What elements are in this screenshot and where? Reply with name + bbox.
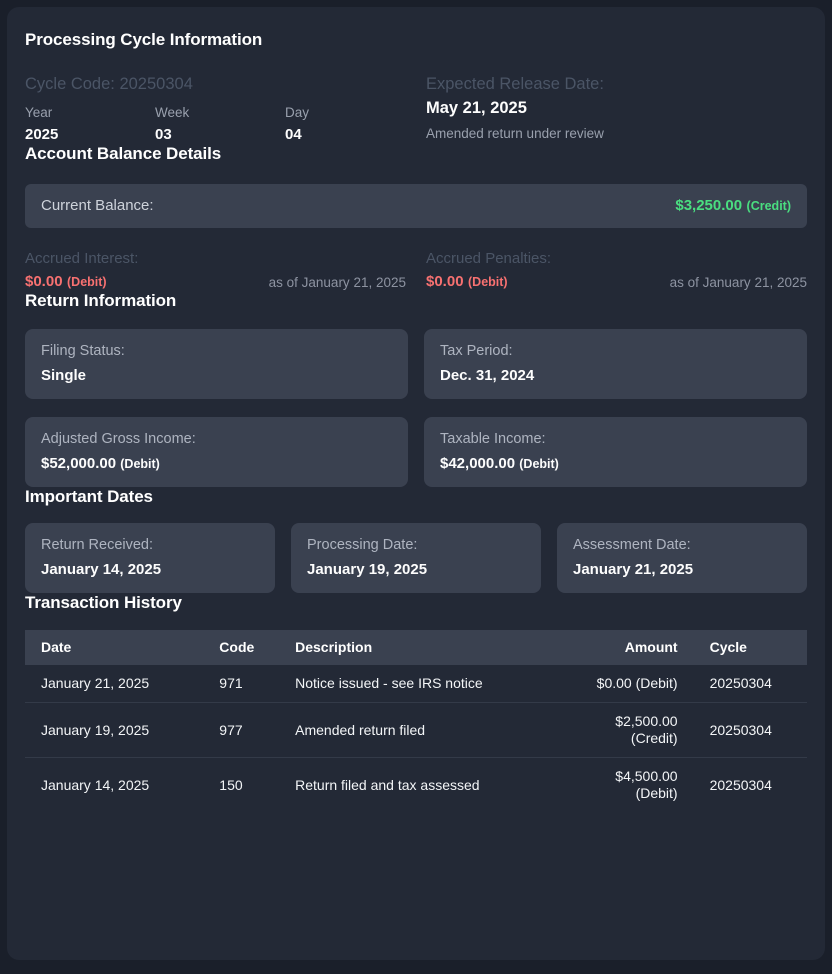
release-date-note: Amended return under review <box>426 126 604 141</box>
agi-card: Adjusted Gross Income: $52,000.00 (Debit… <box>25 417 408 487</box>
agi-value: $52,000.00 (Debit) <box>41 455 160 472</box>
tx-cycle: 20250304 <box>709 675 772 691</box>
transaction-table: Date Code Description Amount Cycle Janua… <box>25 630 807 812</box>
tx-description: Return filed and tax assessed <box>279 757 560 812</box>
accrued-interest-amount: $0.00 (Debit) <box>25 273 107 290</box>
taxable-income-card: Taxable Income: $42,000.00 (Debit) <box>424 417 807 487</box>
cycle-code-block: Cycle Code: 20250304 Year 2025 Week 03 D… <box>25 74 406 144</box>
assessment-date-card: Assessment Date: January 21, 2025 <box>557 523 807 593</box>
credit-suffix: (Credit) <box>746 199 791 213</box>
processing-date-value: January 19, 2025 <box>307 561 428 578</box>
cycle-week: Week 03 <box>155 105 285 144</box>
debit-suffix: (Debit) <box>468 275 508 289</box>
tx-description: Amended return filed <box>279 702 560 758</box>
processing-date-card: Processing Date: January 19, 2025 <box>291 523 541 593</box>
return-received-value: January 14, 2025 <box>41 561 162 578</box>
account-balance-title: Account Balance Details <box>25 144 222 163</box>
tx-description: Notice issued - see IRS notice <box>295 675 483 691</box>
current-balance-label: Current Balance: <box>41 197 154 214</box>
debit-suffix: (Debit) <box>67 275 107 289</box>
col-header-date: Date <box>25 630 204 665</box>
section-processing-cycle: Processing Cycle Information Cycle Code:… <box>25 30 807 144</box>
tx-code: 150 <box>203 757 280 812</box>
assessment-date-value: January 21, 2025 <box>573 561 694 578</box>
taxable-income-value: $42,000.00 (Debit) <box>440 455 559 472</box>
accrued-penalties: Accrued Penalties: $0.00 (Debit) as of J… <box>426 250 807 291</box>
section-return-information: Return Information Filing Status: Single… <box>25 291 807 487</box>
cycle-breakdown: Year 2025 Week 03 Day 04 <box>25 105 406 144</box>
accrued-penalties-as-of: as of January 21, 2025 <box>669 275 807 290</box>
return-information-title: Return Information <box>25 291 177 310</box>
cycle-day: Day 04 <box>285 105 406 144</box>
accrued-interest-as-of: as of January 21, 2025 <box>268 275 406 290</box>
release-date-value: May 21, 2025 <box>426 99 527 117</box>
taxable-income-label: Taxable Income: <box>440 431 546 447</box>
week-label: Week <box>155 105 190 120</box>
agi-label: Adjusted Gross Income: <box>41 431 196 447</box>
tax-period-card: Tax Period: Dec. 31, 2024 <box>424 329 807 399</box>
cycle-code-label: Cycle Code: 20250304 <box>25 75 193 93</box>
accrued-penalties-info: Accrued Penalties: $0.00 (Debit) <box>426 250 551 291</box>
col-header-cycle: Cycle <box>693 630 807 665</box>
assessment-date-label: Assessment Date: <box>573 537 691 553</box>
tx-code: 977 <box>203 702 280 758</box>
return-received-card: Return Received: January 14, 2025 <box>25 523 275 593</box>
table-header-row: Date Code Description Amount Cycle <box>25 630 807 665</box>
filing-status-value: Single <box>41 367 87 384</box>
debit-suffix: (Debit) <box>519 457 559 471</box>
filing-status-label: Filing Status: <box>41 343 125 359</box>
accrued-penalties-label: Accrued Penalties: <box>426 250 552 267</box>
year-value: 2025 <box>25 126 59 143</box>
week-value: 03 <box>155 126 172 143</box>
filing-status-card: Filing Status: Single <box>25 329 408 399</box>
release-date-block: Expected Release Date: May 21, 2025 Amen… <box>426 74 807 144</box>
cycle-year: Year 2025 <box>25 105 155 144</box>
processing-cycle-title: Processing Cycle Information <box>25 30 263 49</box>
tax-period-value: Dec. 31, 2024 <box>440 367 535 384</box>
accrued-interest: Accrued Interest: $0.00 (Debit) as of Ja… <box>25 250 406 291</box>
col-header-description: Description <box>279 630 560 665</box>
accrued-interest-info: Accrued Interest: $0.00 (Debit) <box>25 250 138 291</box>
table-row: January 14, 2025 150 Return filed and ta… <box>25 757 807 812</box>
table-row: January 21, 2025 971 Notice issued - see… <box>25 665 807 703</box>
transaction-history-title: Transaction History <box>25 593 182 612</box>
section-important-dates: Important Dates Return Received: January… <box>25 487 807 593</box>
release-date-label: Expected Release Date: <box>426 75 604 93</box>
day-value: 04 <box>285 126 302 143</box>
debit-suffix: (Debit) <box>120 457 160 471</box>
current-balance-amount: $3,250.00 (Credit) <box>675 197 791 214</box>
tx-date: January 21, 2025 <box>41 675 150 691</box>
col-header-amount: Amount <box>559 630 694 665</box>
year-label: Year <box>25 105 53 120</box>
col-header-code: Code <box>203 630 280 665</box>
return-received-label: Return Received: <box>41 537 154 553</box>
accruals-row: Accrued Interest: $0.00 (Debit) as of Ja… <box>25 250 807 291</box>
section-account-balance: Account Balance Details Current Balance:… <box>25 144 807 291</box>
processing-date-label: Processing Date: <box>307 537 418 553</box>
transcript-panel: Processing Cycle Information Cycle Code:… <box>7 7 825 960</box>
day-label: Day <box>285 105 310 120</box>
tx-cycle: 20250304 <box>693 702 807 758</box>
tx-amount: $4,500.00 (Debit) <box>559 757 694 812</box>
section-transaction-history: Transaction History Date Code Descriptio… <box>25 593 807 812</box>
tx-date: January 19, 2025 <box>25 702 204 758</box>
accrued-interest-label: Accrued Interest: <box>25 250 139 267</box>
important-dates-title: Important Dates <box>25 487 153 506</box>
tx-amount: $2,500.00 (Credit) <box>559 702 694 758</box>
tax-period-label: Tax Period: <box>440 343 513 359</box>
current-balance-card: Current Balance: $3,250.00 (Credit) <box>25 184 807 228</box>
tx-date: January 14, 2025 <box>25 757 204 812</box>
tx-amount: $0.00 (Debit) <box>596 675 678 691</box>
tx-cycle: 20250304 <box>693 757 807 812</box>
accrued-penalties-amount: $0.00 (Debit) <box>426 273 508 290</box>
tx-code: 971 <box>219 675 243 691</box>
table-row: January 19, 2025 977 Amended return file… <box>25 702 807 758</box>
